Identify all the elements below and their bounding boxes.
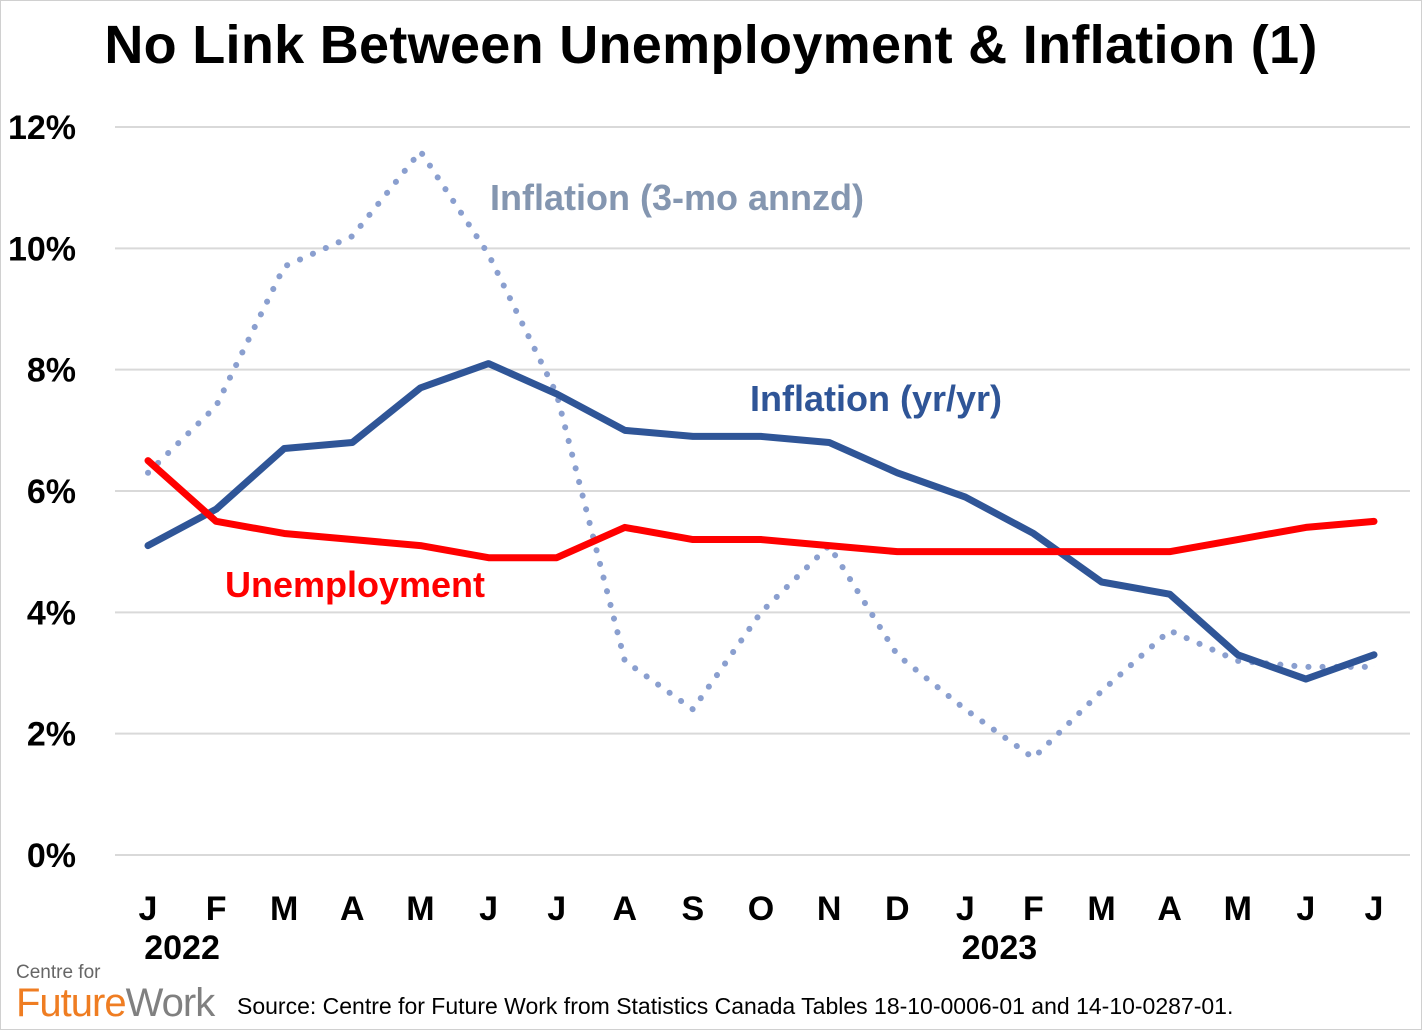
x-tick-label: J [956, 890, 975, 928]
logo-line1: Centre for [16, 962, 101, 983]
x-tick-label: A [1157, 890, 1182, 928]
series-label: Inflation (yr/yr) [750, 378, 1002, 419]
series-line-2 [144, 457, 1378, 562]
x-tick-label: J [139, 890, 158, 928]
y-tick-label: 2% [27, 716, 76, 754]
x-tick-label: A [612, 890, 637, 928]
x-tick-label: F [206, 890, 227, 928]
y-tick-label: 12% [8, 109, 76, 147]
centre-for-future-work-logo: Centre for FutureWork [16, 962, 216, 1025]
series-line-0 [145, 148, 1377, 761]
y-tick-label: 0% [27, 837, 76, 875]
series-label: Unemployment [225, 564, 485, 605]
y-tick-label: 10% [8, 230, 76, 268]
x-tick-label: F [1023, 890, 1044, 928]
x-tick-label: N [817, 890, 842, 928]
x-tick-label: M [270, 890, 298, 928]
x-tick-label: J [1296, 890, 1315, 928]
logo-future: Future [16, 981, 127, 1025]
y-tick-label: 8% [27, 352, 76, 390]
x-tick-label: O [748, 890, 774, 928]
x-tick-label: M [1087, 890, 1115, 928]
x-tick-label: A [340, 890, 365, 928]
x-tick-label: M [406, 890, 434, 928]
chart-title: No Link Between Unemployment & Inflation… [104, 15, 1318, 75]
x-tick-label: S [682, 890, 705, 928]
x-tick-label: J [547, 890, 566, 928]
series-label: Inflation (3-mo annzd) [490, 177, 864, 218]
logo-work: Work [125, 981, 216, 1025]
source-note: Source: Centre for Future Work from Stat… [237, 993, 1234, 1019]
x-tick-label: J [479, 890, 498, 928]
x-tick-label: J [1365, 890, 1384, 928]
y-tick-label: 4% [27, 594, 76, 632]
year-label: 2023 [962, 929, 1038, 967]
x-tick-label: M [1224, 890, 1252, 928]
year-label: 2022 [144, 929, 220, 967]
y-tick-label: 6% [27, 473, 76, 511]
x-tick-label: D [885, 890, 910, 928]
